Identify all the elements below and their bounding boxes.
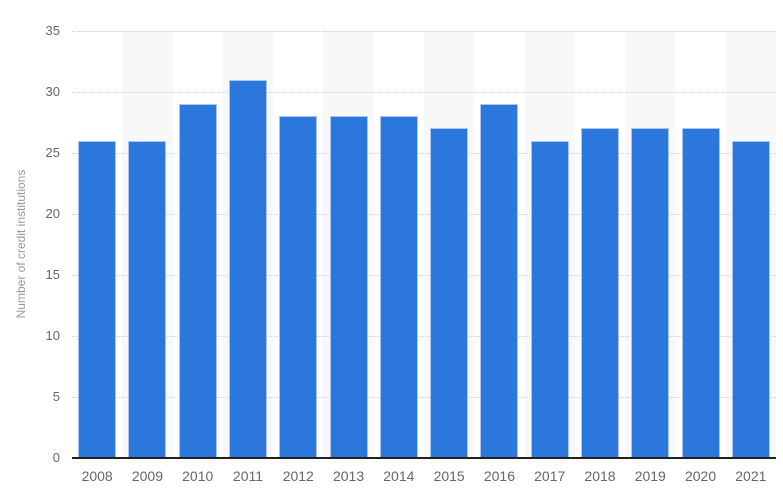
bar-2011[interactable]	[229, 79, 267, 458]
bar-2014[interactable]	[379, 116, 418, 458]
y-tick-label-5: 5	[52, 388, 60, 404]
gridline-20	[72, 213, 776, 215]
bar-2013[interactable]	[329, 116, 368, 458]
x-tick-label-2011: 2011	[232, 467, 264, 484]
x-tick-label-2014: 2014	[383, 467, 415, 484]
bar-2009[interactable]	[128, 140, 167, 458]
y-tick-label-0: 0	[52, 449, 60, 465]
x-axis-line	[72, 456, 776, 459]
x-tick-label-2015: 2015	[433, 467, 465, 484]
x-tick-label-2013: 2013	[332, 467, 365, 484]
x-tick-label-2020: 2020	[684, 467, 717, 484]
x-tick-label-2010: 2010	[182, 467, 214, 484]
x-tick-label-2018: 2018	[584, 467, 616, 484]
bar-2015[interactable]	[430, 128, 469, 458]
y-tick-label-30: 30	[45, 83, 60, 99]
bar-2010[interactable]	[178, 104, 217, 458]
bar-2017[interactable]	[530, 140, 569, 458]
y-tick-label-10: 10	[45, 327, 60, 343]
gridline-5	[72, 396, 776, 398]
x-tick-label-2012: 2012	[282, 467, 314, 484]
gridline-15	[72, 274, 776, 276]
y-axis-title: Number of credit institutions	[14, 169, 28, 319]
x-tick-label-2016: 2016	[483, 467, 515, 484]
x-tick-label-2008: 2008	[81, 467, 113, 484]
y-tick-label-35: 35	[45, 23, 60, 38]
gridline-25	[72, 152, 776, 154]
bar-2016[interactable]	[480, 104, 519, 458]
y-tick-label-15: 15	[45, 266, 60, 282]
x-tick-label-2019: 2019	[634, 467, 666, 484]
bar-2021[interactable]	[731, 140, 770, 458]
x-tick-label-2017: 2017	[534, 467, 566, 484]
bar-2019[interactable]	[631, 128, 670, 458]
bar-2018[interactable]	[581, 128, 619, 458]
y-tick-label-20: 20	[45, 205, 60, 221]
bar-2008[interactable]	[78, 140, 117, 458]
gridline-35	[72, 31, 776, 32]
plot-area	[72, 31, 776, 458]
gridline-10	[72, 335, 776, 337]
bar-2020[interactable]	[681, 128, 720, 458]
y-tick-label-25: 25	[45, 144, 60, 160]
gridline-30	[72, 91, 776, 93]
x-tick-label-2021: 2021	[735, 467, 767, 484]
x-tick-label-2009: 2009	[131, 467, 163, 484]
bar-2012[interactable]	[279, 116, 318, 458]
